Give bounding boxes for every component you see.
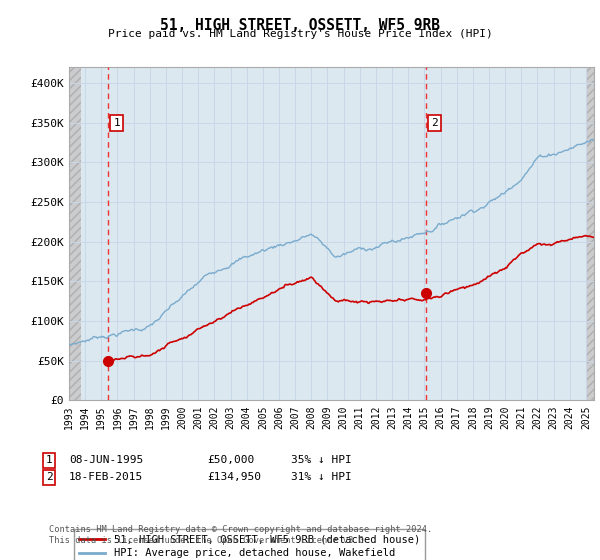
Bar bbox=[586, 67, 594, 400]
Text: 1: 1 bbox=[113, 118, 120, 128]
Text: 18-FEB-2015: 18-FEB-2015 bbox=[69, 472, 143, 482]
Bar bbox=[69, 67, 81, 400]
Text: 2: 2 bbox=[431, 118, 438, 128]
Text: 31% ↓ HPI: 31% ↓ HPI bbox=[291, 472, 352, 482]
Text: 1: 1 bbox=[46, 455, 53, 465]
Text: 51, HIGH STREET, OSSETT, WF5 9RB: 51, HIGH STREET, OSSETT, WF5 9RB bbox=[160, 18, 440, 33]
Legend: 51, HIGH STREET, OSSETT, WF5 9RB (detached house), HPI: Average price, detached : 51, HIGH STREET, OSSETT, WF5 9RB (detach… bbox=[74, 529, 425, 560]
Text: Price paid vs. HM Land Registry's House Price Index (HPI): Price paid vs. HM Land Registry's House … bbox=[107, 29, 493, 39]
Text: £50,000: £50,000 bbox=[207, 455, 254, 465]
Text: £134,950: £134,950 bbox=[207, 472, 261, 482]
Text: 08-JUN-1995: 08-JUN-1995 bbox=[69, 455, 143, 465]
Text: 2: 2 bbox=[46, 472, 53, 482]
Text: 35% ↓ HPI: 35% ↓ HPI bbox=[291, 455, 352, 465]
Text: Contains HM Land Registry data © Crown copyright and database right 2024.
This d: Contains HM Land Registry data © Crown c… bbox=[49, 525, 433, 545]
